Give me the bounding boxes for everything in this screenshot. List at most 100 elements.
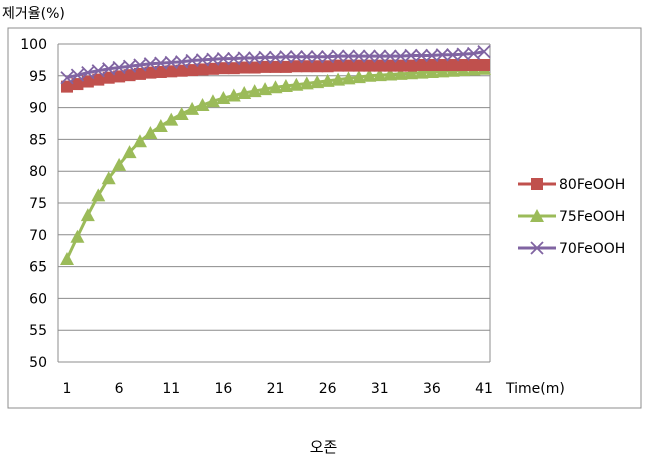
data-point bbox=[289, 50, 303, 64]
y-axis-title: 제거율(%) bbox=[2, 6, 65, 22]
data-point bbox=[425, 58, 438, 71]
data-point bbox=[332, 59, 345, 72]
data-point bbox=[531, 178, 543, 190]
data-point bbox=[112, 157, 127, 171]
legend-item: 70FeOOH bbox=[518, 241, 625, 257]
data-point bbox=[320, 73, 335, 87]
data-point bbox=[206, 52, 220, 66]
data-point bbox=[320, 50, 335, 64]
data-point bbox=[70, 68, 85, 82]
data-point bbox=[80, 208, 95, 222]
data-point bbox=[227, 51, 241, 66]
data-point bbox=[363, 59, 376, 72]
y-tick-label: 55 bbox=[29, 323, 47, 339]
y-tick-label: 85 bbox=[29, 132, 47, 148]
data-point bbox=[289, 77, 304, 91]
data-point bbox=[300, 60, 313, 73]
y-tick-label: 60 bbox=[29, 291, 47, 307]
y-tick-labels: 50 55 60 65 70 75 80 85 90 95 100 bbox=[20, 37, 47, 371]
data-point bbox=[311, 60, 324, 73]
y-tick-label: 65 bbox=[29, 260, 47, 276]
data-point bbox=[164, 55, 178, 70]
chart-frame bbox=[7, 27, 642, 409]
x-tick-label: 16 bbox=[214, 381, 232, 397]
data-point bbox=[101, 171, 116, 185]
data-point bbox=[195, 53, 210, 67]
legend-label: 80FeOOH bbox=[559, 177, 625, 193]
data-point bbox=[383, 49, 397, 63]
data-point bbox=[299, 76, 314, 90]
data-point bbox=[269, 60, 282, 73]
data-point bbox=[466, 46, 481, 61]
data-point bbox=[60, 71, 74, 85]
series-80FeOOH bbox=[61, 58, 490, 93]
data-point bbox=[530, 241, 544, 255]
legend-label: 75FeOOH bbox=[559, 209, 625, 225]
data-point bbox=[122, 145, 137, 159]
data-point bbox=[414, 65, 429, 79]
data-point bbox=[165, 65, 178, 78]
data-point bbox=[478, 58, 490, 71]
data-point bbox=[362, 49, 376, 63]
data-point bbox=[351, 70, 366, 84]
x-tick-label: 11 bbox=[162, 381, 180, 397]
data-point bbox=[237, 51, 251, 65]
data-point bbox=[154, 65, 167, 78]
legend-label: 70FeOOH bbox=[559, 241, 625, 257]
data-point bbox=[258, 82, 273, 96]
data-point bbox=[258, 50, 272, 64]
data-point bbox=[436, 58, 449, 71]
data-point bbox=[238, 61, 251, 74]
data-point bbox=[321, 60, 334, 73]
data-point bbox=[457, 58, 470, 71]
data-point bbox=[384, 59, 397, 72]
data-point bbox=[70, 229, 85, 243]
data-point bbox=[341, 49, 356, 63]
y-tick-label: 50 bbox=[29, 355, 47, 371]
data-point bbox=[133, 67, 146, 80]
data-point bbox=[424, 64, 439, 78]
legend: 80FeOOH 75FeOOH 70FeOOH bbox=[518, 177, 625, 257]
data-point bbox=[164, 112, 179, 126]
data-point bbox=[300, 50, 314, 64]
data-point bbox=[279, 60, 292, 73]
data-point bbox=[373, 49, 387, 63]
data-point bbox=[310, 75, 325, 89]
data-point bbox=[123, 69, 136, 82]
data-point bbox=[185, 53, 199, 68]
data-point bbox=[456, 47, 470, 61]
data-point bbox=[446, 58, 459, 71]
data-point bbox=[373, 59, 386, 72]
data-point bbox=[81, 75, 94, 88]
y-tick-label: 95 bbox=[29, 69, 47, 85]
data-point bbox=[174, 106, 189, 120]
data-point bbox=[206, 62, 219, 75]
data-point bbox=[144, 66, 157, 79]
data-point bbox=[394, 59, 407, 72]
data-point bbox=[153, 119, 168, 133]
data-point bbox=[393, 49, 408, 63]
data-point bbox=[393, 66, 408, 80]
data-point bbox=[216, 91, 231, 105]
data-point bbox=[237, 85, 252, 99]
series-75FeOOH bbox=[60, 61, 491, 265]
data-point bbox=[477, 44, 491, 59]
data-point bbox=[310, 50, 324, 64]
data-point bbox=[290, 60, 303, 73]
data-point bbox=[91, 188, 106, 202]
data-point bbox=[425, 48, 439, 63]
data-point bbox=[195, 98, 210, 112]
data-point bbox=[175, 64, 188, 77]
data-point bbox=[71, 78, 84, 91]
data-point bbox=[415, 58, 428, 71]
data-point bbox=[383, 67, 398, 81]
data-point bbox=[341, 71, 356, 85]
x-tick-label: 21 bbox=[267, 381, 285, 397]
data-point bbox=[405, 59, 418, 72]
data-point bbox=[248, 61, 261, 74]
data-point bbox=[216, 51, 231, 66]
data-point bbox=[196, 63, 209, 76]
y-tick-label: 80 bbox=[29, 164, 47, 180]
data-point bbox=[279, 50, 293, 64]
data-point bbox=[226, 88, 241, 102]
